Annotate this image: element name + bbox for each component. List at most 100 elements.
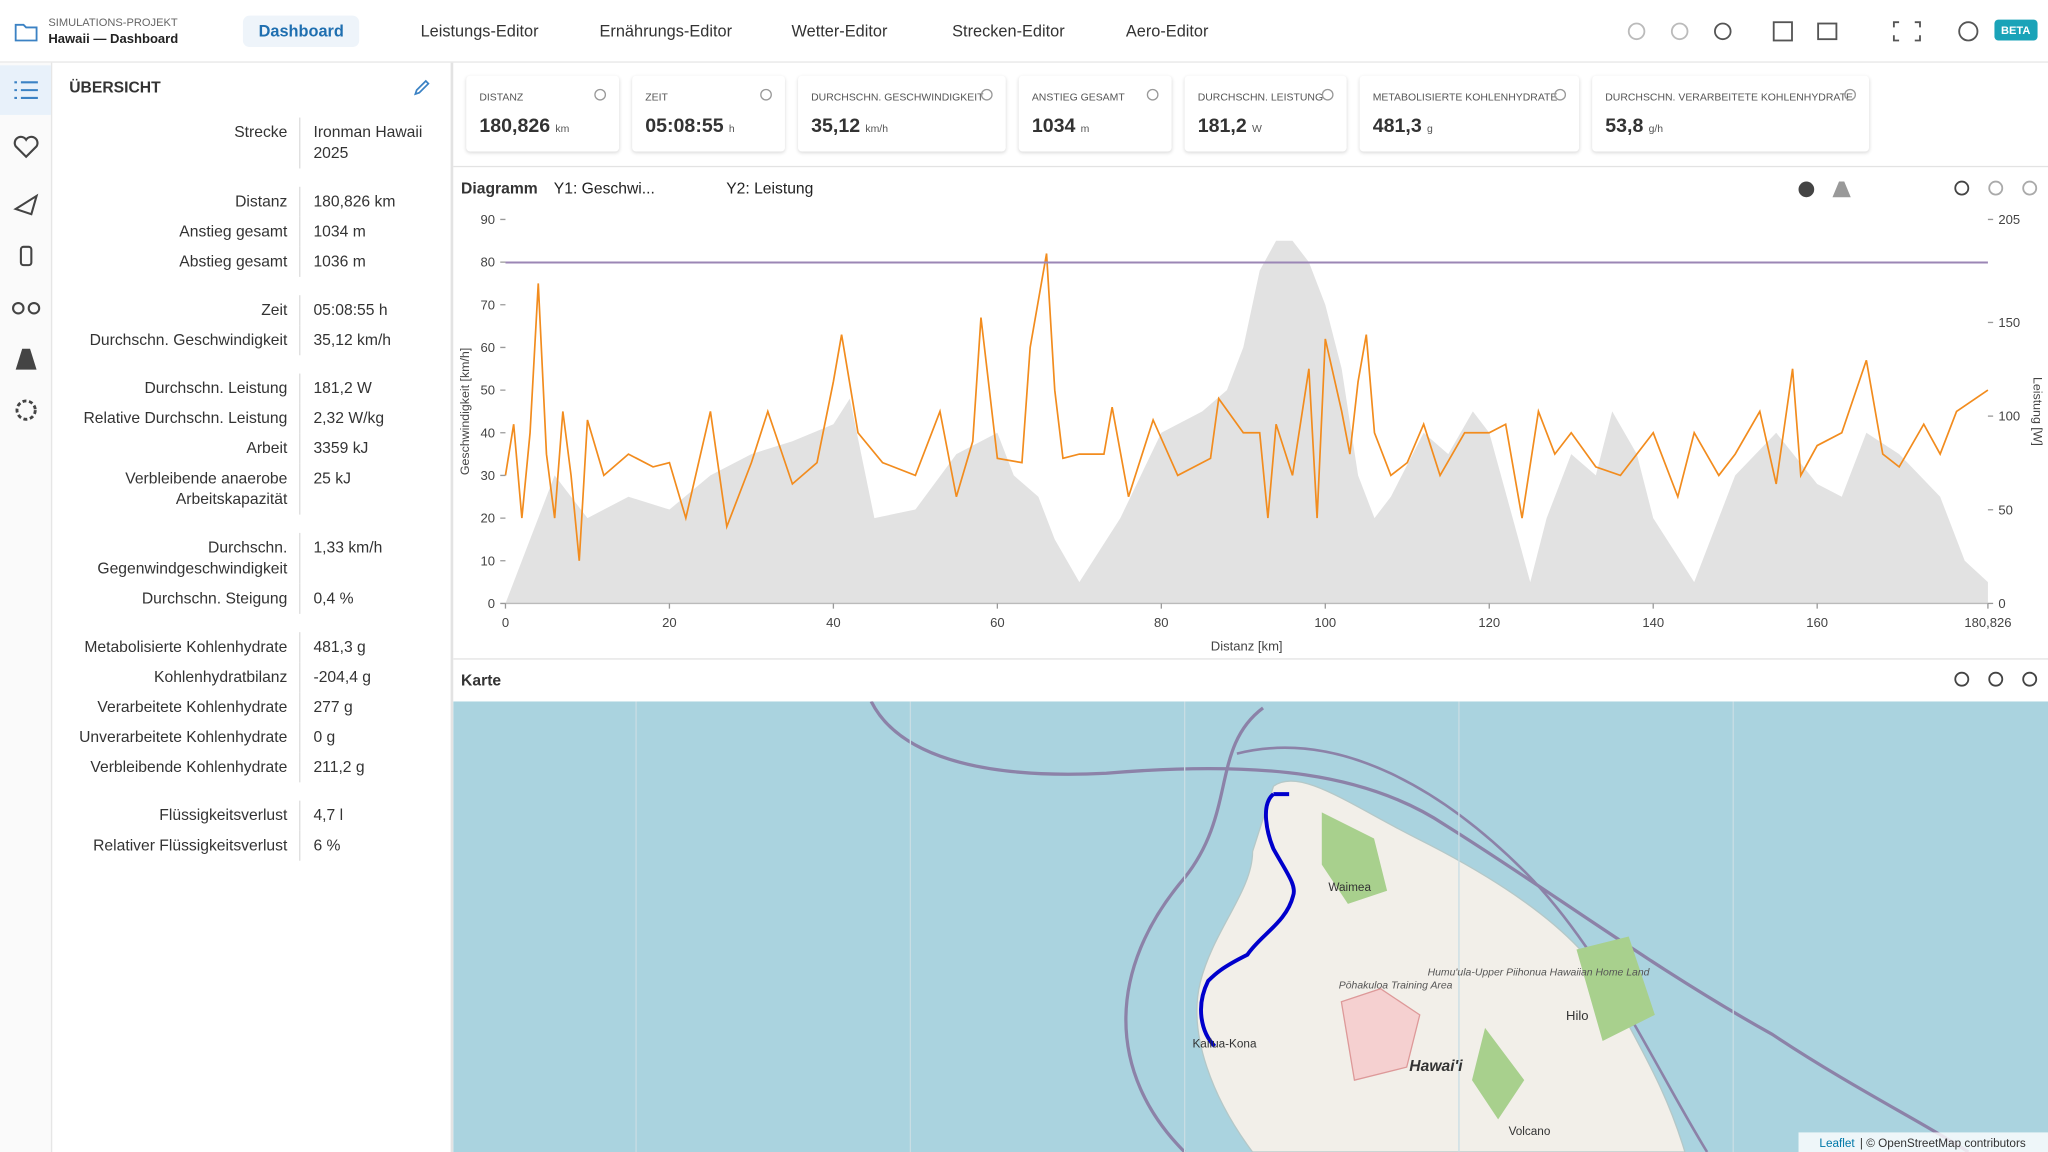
map-label: Hilo xyxy=(1566,1008,1588,1023)
divider xyxy=(453,658,2048,660)
overview-row: Verarbeitete Kohlenhydrate 277 g xyxy=(52,692,450,723)
overview-row: Relative Durchschn. Leistung 2,32 W/kg xyxy=(52,403,450,434)
kpi-info xyxy=(594,88,607,101)
kpi-value: 481,3 xyxy=(1372,114,1422,138)
row-value: 211,2 g xyxy=(299,752,437,783)
x-tick-label: 160 xyxy=(1806,615,1828,630)
rail-icons[interactable] xyxy=(12,76,41,455)
project-name: Hawaii — Dashboard xyxy=(48,32,179,48)
panel-title: ÜBERSICHT xyxy=(69,78,161,97)
y-tick-label: 20 xyxy=(481,511,496,526)
kpi-card: ANSTIEG GESAMT 1034 m xyxy=(1018,75,1172,152)
x-tick-label: 140 xyxy=(1642,615,1664,630)
y2-axis-label: Leistung [W] xyxy=(2031,377,2045,446)
kpi-unit: h xyxy=(728,122,735,135)
x-tick-label: 80 xyxy=(1154,615,1169,630)
y2-tick-label: 0 xyxy=(1998,596,2005,611)
row-label: Distanz xyxy=(235,191,288,211)
overview-row: Durchschn. Gegenwindgeschwindigkeit 1,33 … xyxy=(52,532,450,584)
overview-row: Verbleibende anaerobe Arbeitskapazität 25… xyxy=(52,463,450,515)
x-tick-label: 0 xyxy=(502,615,509,630)
kpi-unit: W xyxy=(1251,122,1262,135)
y2-tick-label: 50 xyxy=(1998,502,2013,517)
kpi-value-box: 181,2 W xyxy=(1198,115,1262,137)
y-tick-label: 80 xyxy=(481,255,496,270)
row-label: Zeit xyxy=(261,300,288,319)
row-label: Verarbeitete Kohlenhydrate xyxy=(97,697,288,716)
row-value: 0,4 % xyxy=(299,583,437,614)
nav-tab[interactable]: Strecken-Editor xyxy=(952,22,1065,41)
kpi-label: DISTANZ xyxy=(479,91,524,104)
row-label: Metabolisierte Kohlenhydrate xyxy=(84,637,288,656)
x-tick-label: 40 xyxy=(826,615,841,630)
toolbar-icons[interactable] xyxy=(1620,18,2048,47)
top-bar: SIMULATIONS-PROJEKT Hawaii — Dashboard D… xyxy=(0,0,2048,63)
map[interactable]: Waimea Kailua-Kona Hilo Hawai'i Pōhakulo… xyxy=(453,701,2048,1152)
kpi-label: ZEIT xyxy=(645,91,668,104)
y-tick-label: 0 xyxy=(488,596,495,611)
overview-row: Strecke Ironman Hawaii 2025 xyxy=(52,117,450,169)
row-value: 1034 m xyxy=(299,216,437,247)
row-value: 3359 kJ xyxy=(299,433,437,464)
kpi-value: 53,8 xyxy=(1605,114,1644,138)
map-label: Volcano xyxy=(1509,1125,1551,1138)
nav-tab[interactable]: Wetter-Editor xyxy=(791,22,888,41)
kpi-label: DURCHSCHN. GESCHWINDIGKEIT xyxy=(811,91,984,104)
area xyxy=(505,240,1988,604)
x-tick-label: 60 xyxy=(990,615,1005,630)
row-label: Arbeit xyxy=(246,438,288,458)
chart-tools[interactable] xyxy=(1796,179,2044,200)
row-value: 05:08:55 h xyxy=(299,295,437,326)
row-label: Unverarbeitete Kohlenhydrate xyxy=(79,727,288,746)
overview-row: Distanz 180,826 km xyxy=(52,186,450,217)
nav-tab[interactable]: Aero-Editor xyxy=(1125,22,1209,41)
overview-row: Verbleibende Kohlenhydrate 211,2 g xyxy=(52,752,450,783)
row-value: 6 % xyxy=(299,830,437,861)
row-label: Relativer Flüssigkeitsverlust xyxy=(93,835,288,855)
y-tick-label: 30 xyxy=(481,468,496,483)
y2-select[interactable]: Y2: Leistung xyxy=(726,178,814,198)
attribution-link[interactable]: Leaflet xyxy=(1819,1137,1855,1150)
overview-row: Kohlenhydratbilanz -204,4 g xyxy=(52,662,450,693)
nav-tab[interactable]: Dashboard xyxy=(242,15,360,48)
overview-row: Relativer Flüssigkeitsverlust 6 % xyxy=(52,830,450,861)
map-label: Hawai'i xyxy=(1409,1058,1463,1075)
y-tick-label: 40 xyxy=(481,425,496,440)
y2-tick-label: 205 xyxy=(1998,212,2020,227)
row-value: Ironman Hawaii 2025 xyxy=(299,117,437,169)
overview-row: Zeit 05:08:55 h xyxy=(52,295,450,326)
kpi-unit: m xyxy=(1080,122,1090,135)
overview-panel: ÜBERSICHT Strecke Ironman Hawaii 2025 Dist… xyxy=(52,62,454,1152)
row-value: 180,826 km xyxy=(299,186,437,217)
kpi-unit: g xyxy=(1426,122,1433,135)
kpi-info xyxy=(980,88,993,101)
row-group: Flüssigkeitsverlust 4,7 l Relativer Flüssi… xyxy=(52,800,450,861)
map-zoom[interactable] xyxy=(1953,671,2044,689)
row-value: 277 g xyxy=(299,692,437,723)
beta-badge: BETA xyxy=(1994,19,2037,41)
kpi-value: 180,826 xyxy=(479,114,551,138)
row-label: Durchschn. Leistung xyxy=(144,378,288,398)
y-tick-label: 70 xyxy=(481,297,496,312)
y1-select[interactable]: Y1: Geschwi... xyxy=(553,178,655,198)
nav-tab[interactable]: Leistungs-Editor xyxy=(420,22,539,41)
edit-icon[interactable] xyxy=(413,78,431,96)
map-label: Pōhakuloa Training Area xyxy=(1339,981,1453,992)
nav-tab[interactable]: Ernährungs-Editor xyxy=(599,22,733,41)
x-axis-label: Distanz [km] xyxy=(1211,638,1283,653)
kpi-info xyxy=(760,88,772,101)
row-value: 1,33 km/h xyxy=(299,532,437,584)
kpi-card: DISTANZ 180,826 km xyxy=(466,75,620,152)
folder-icon[interactable] xyxy=(14,21,38,42)
row-group: Distanz 180,826 km Anstieg gesamt 1034 m Abs… xyxy=(52,186,450,277)
kpi-value: 1034 xyxy=(1031,114,1076,138)
row-label: Kohlenhydratbilanz xyxy=(154,667,288,686)
y2-tick-label: 150 xyxy=(1998,315,2020,330)
kpi-card: DURCHSCHN. VERARBEITETE KOHLENHYDRATE 53,… xyxy=(1592,75,1870,152)
x-tick-label: 120 xyxy=(1478,615,1500,630)
kpi-card: DURCHSCHN. GESCHWINDIGKEIT 35,12 km/h xyxy=(798,75,1006,152)
x-tick-label: 20 xyxy=(662,615,677,630)
row-label: Verbleibende Kohlenhydrate xyxy=(90,757,288,776)
kpi-info xyxy=(1321,88,1334,101)
row-label: Relative Durchschn. Leistung xyxy=(83,408,288,428)
